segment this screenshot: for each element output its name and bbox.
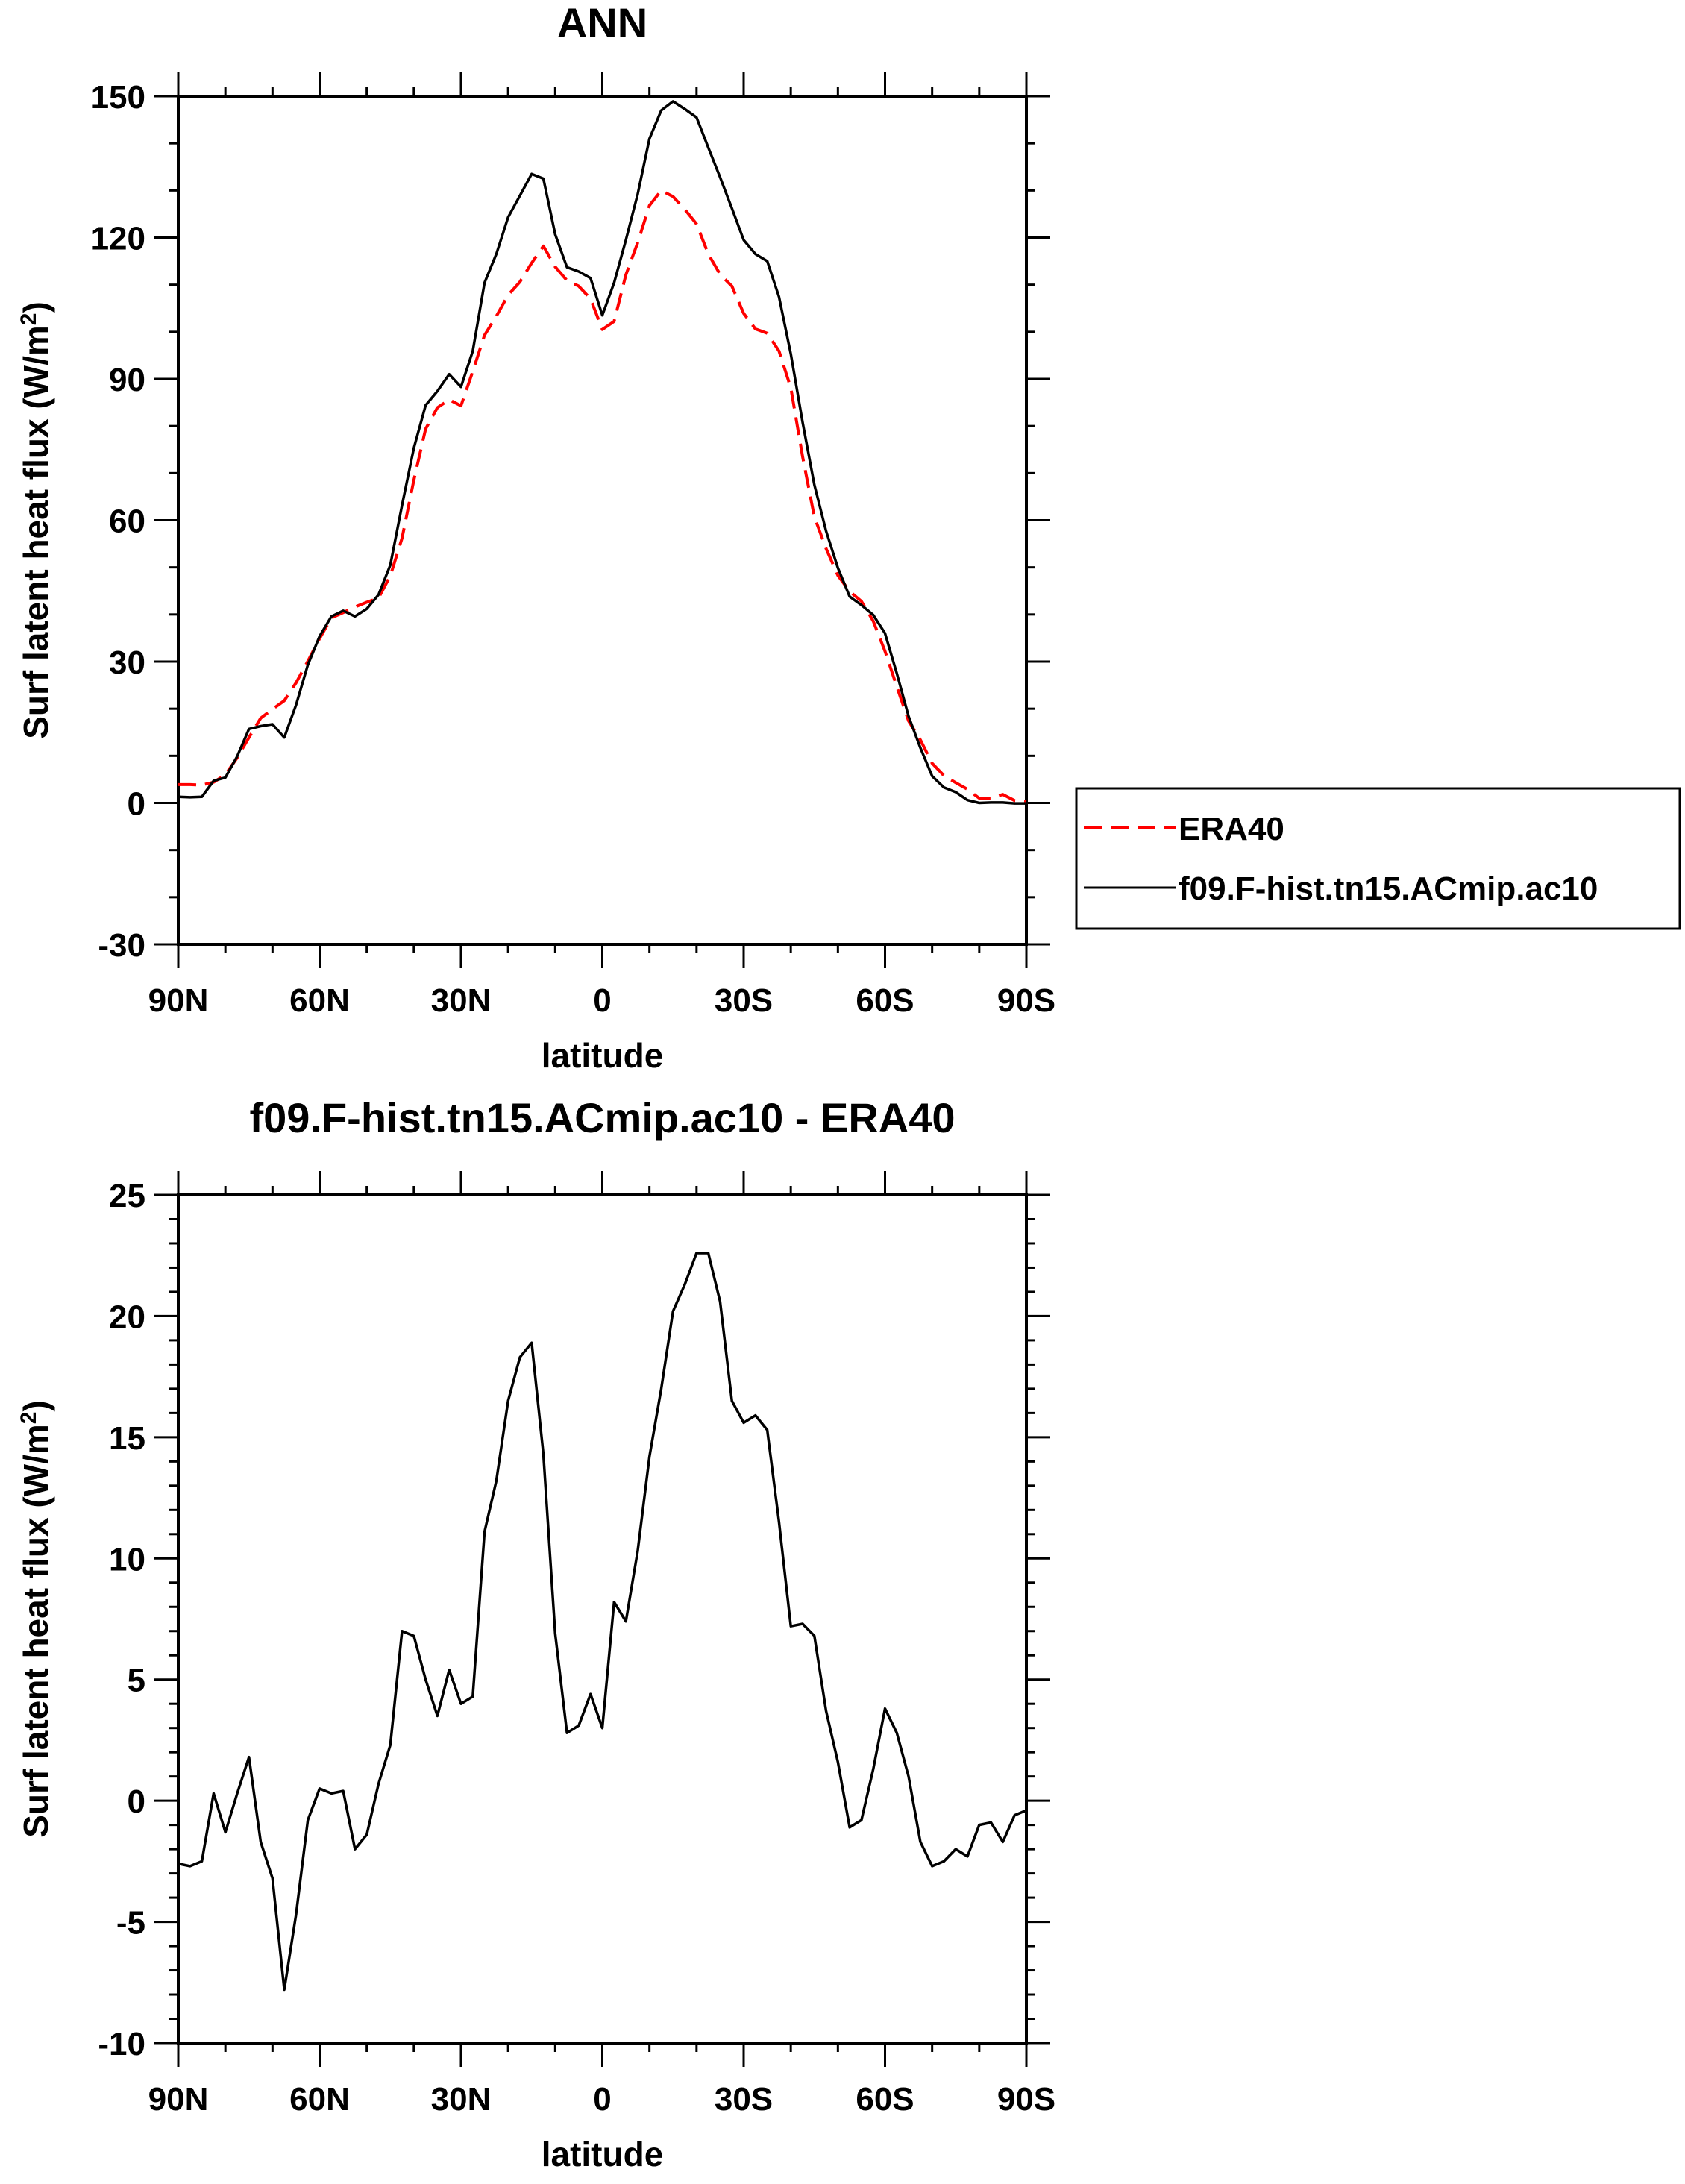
y-tick-label: 90 <box>109 362 145 398</box>
series-line-f09-f-hist-tn15-acmip-ac10 <box>178 100 1026 805</box>
x-tick-label: 90S <box>997 982 1055 1019</box>
y-tick-label: 15 <box>109 1420 145 1457</box>
legend: ERA40 f09.F-hist.tn15.ACmip.ac10 <box>1075 787 1681 930</box>
chart-title: f09.F-hist.tn15.ACmip.ac10 - ERA40 <box>249 1094 955 1141</box>
y-tick-label: 25 <box>109 1178 145 1214</box>
y-tick-label: 60 <box>109 503 145 540</box>
y-tick-label: 0 <box>128 1783 145 1820</box>
y-tick-label: 150 <box>91 79 145 116</box>
bottom-panel-difference: f09.F-hist.tn15.ACmip.ac10 - ERA40 -10 -5 0… <box>16 1094 1055 2174</box>
x-tick-label: 90N <box>148 982 209 1019</box>
y-tick-label: -30 <box>98 927 145 964</box>
series-line-difference <box>178 1252 1027 1992</box>
plot-frame <box>177 95 1028 946</box>
x-tick-label: 30S <box>715 2081 773 2118</box>
x-tick-label: 30N <box>431 2081 492 2118</box>
x-tick-label: 60N <box>289 2081 350 2118</box>
legend-box <box>1075 787 1681 930</box>
y-tick-label: 20 <box>109 1299 145 1335</box>
x-axis-label: latitude <box>542 2135 664 2174</box>
x-tick-label: 30S <box>715 982 773 1019</box>
y-tick-label: 0 <box>128 786 145 823</box>
x-tick-label: 60S <box>856 982 914 1019</box>
y-axis-label: Surf latent heat flux (W/m2) <box>16 301 55 739</box>
x-tick-label: 90S <box>997 2081 1055 2118</box>
y-axis-label: Surf latent heat flux (W/m2) <box>16 1400 55 1838</box>
y-tick-label: -10 <box>98 2026 145 2062</box>
legend-label-model: f09.F-hist.tn15.ACmip.ac10 <box>1179 870 1598 907</box>
x-tick-label: 60S <box>856 2081 914 2118</box>
legend-label-era40: ERA40 <box>1179 811 1284 847</box>
x-tick-label: 0 <box>593 982 611 1019</box>
top-panel-ann: ANN -30 0 30 60 90 120 150 90N 60N 30N 0 30S 60S 90S la… <box>16 0 1055 1075</box>
y-tick-label: 30 <box>109 644 145 681</box>
x-axis-label: latitude <box>542 1036 664 1075</box>
x-tick-label: 60N <box>289 982 350 1019</box>
plot-frame <box>177 1193 1028 2045</box>
x-tick-label: 30N <box>431 982 492 1019</box>
y-tick-label: -5 <box>116 1905 145 1942</box>
y-tick-label: 5 <box>128 1663 145 1699</box>
x-tick-label: 90N <box>148 2081 209 2118</box>
y-tick-label: 120 <box>91 221 145 257</box>
series-line-era40 <box>178 189 1027 803</box>
chart-title: ANN <box>557 0 647 46</box>
y-tick-label: 10 <box>109 1541 145 1578</box>
x-tick-label: 0 <box>593 2081 611 2118</box>
